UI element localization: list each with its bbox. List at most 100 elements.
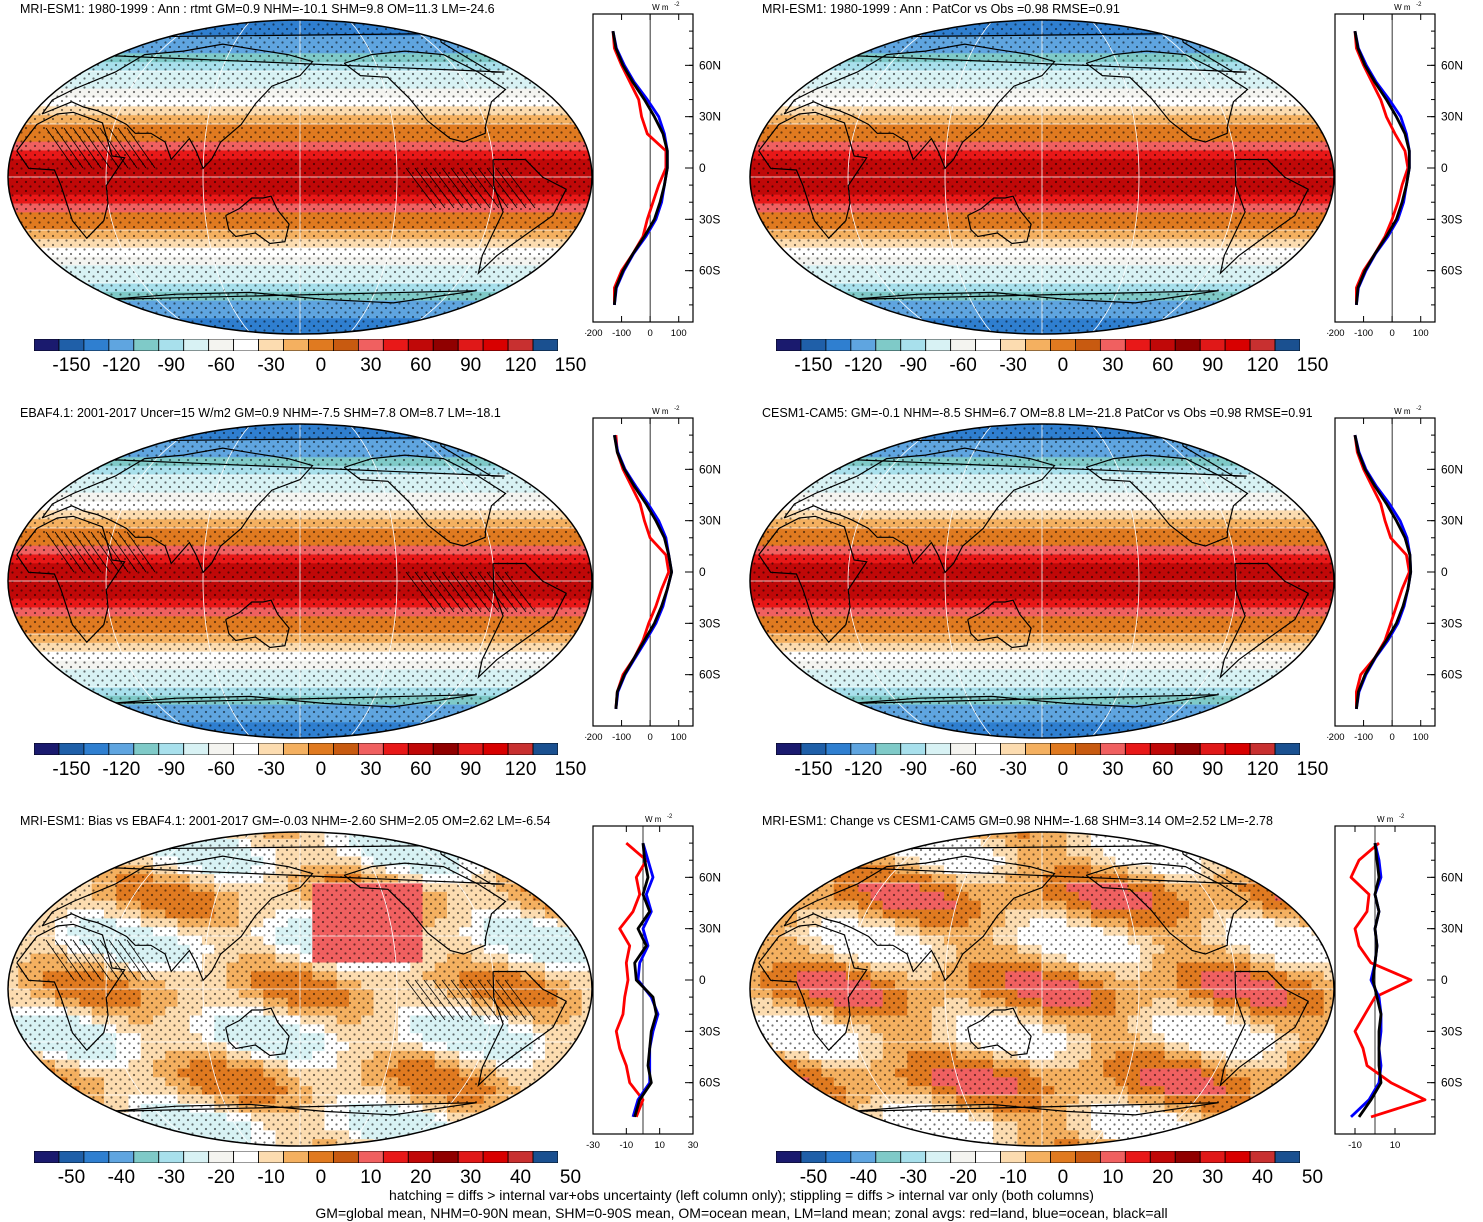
map-cell: [748, 239, 761, 248]
map-cell: [748, 310, 761, 319]
map-cell: [570, 80, 583, 89]
lat-tick-label: 30S: [699, 212, 720, 226]
map-cell: [521, 457, 534, 466]
colorbar-box: [976, 339, 1001, 351]
map-cell: [1250, 310, 1263, 319]
map-cell: [871, 18, 884, 27]
map-cell: [760, 265, 773, 274]
map-cell: [557, 62, 570, 71]
map-cell: [557, 449, 570, 458]
map-cell: [472, 27, 485, 36]
map-cell: [1263, 292, 1276, 301]
x-tick-label: -200: [1327, 328, 1345, 339]
map-cell: [785, 265, 798, 274]
colorbar-box: [433, 339, 458, 351]
map-cell: [31, 53, 44, 62]
map-cell: [18, 310, 31, 319]
map-cell: [31, 318, 44, 327]
map-cell: [43, 310, 56, 319]
zonal-frame: [593, 14, 693, 322]
map-cell: [533, 283, 546, 292]
map-cell: [165, 327, 178, 336]
map-cell: [1189, 18, 1202, 27]
map-cell: [31, 274, 44, 283]
map-cell: [398, 18, 411, 27]
map-cell: [1299, 274, 1312, 283]
map-cell: [18, 27, 31, 36]
map-cell: [43, 484, 56, 493]
map-cell: [447, 27, 460, 36]
map-cell: [570, 431, 583, 440]
map-cell: [1214, 18, 1227, 27]
map-cell: [18, 493, 31, 502]
map-cell: [809, 318, 822, 327]
map-cell: [6, 230, 19, 239]
map-cell: [104, 327, 117, 336]
map-cell: [557, 71, 570, 80]
colorbar-tick-label: -150: [52, 355, 90, 377]
map-cell: [178, 327, 191, 336]
map-cell: [533, 440, 546, 449]
map-cell: [18, 45, 31, 54]
map-cell: [190, 18, 203, 27]
map-cell: [104, 449, 117, 458]
map-cell: [31, 62, 44, 71]
map-cell: [1299, 301, 1312, 310]
map-cell: [116, 36, 129, 45]
map-cell: [80, 422, 93, 431]
map-cell: [545, 62, 558, 71]
map-cell: [1263, 301, 1276, 310]
map-cell: [67, 283, 80, 292]
map-cell: [484, 45, 497, 54]
map-cell: [435, 27, 448, 36]
map-cell: [1250, 53, 1263, 62]
map-cell: [92, 310, 105, 319]
map-cell: [1312, 18, 1325, 27]
colorbar-box: [84, 339, 109, 351]
map-cell: [570, 239, 583, 248]
map-cell: [18, 257, 31, 266]
colorbar-box: [901, 339, 926, 351]
map-cell: [6, 239, 19, 248]
map-cell: [67, 53, 80, 62]
map-cell: [760, 53, 773, 62]
map-cell: [55, 466, 68, 475]
colorbar-tick-label: 30: [360, 355, 381, 377]
map-cell: [202, 18, 215, 27]
map-cell: [116, 431, 129, 440]
map-cell: [834, 18, 847, 27]
colorbar-tick-label: 120: [1247, 355, 1279, 377]
map-cell: [760, 18, 773, 27]
map-cell: [31, 440, 44, 449]
map-cell: [570, 327, 583, 336]
map-cell: [129, 327, 142, 336]
x-tick-label: -100: [612, 328, 631, 339]
lat-tick-label: 60N: [1441, 58, 1463, 72]
map-cell: [785, 310, 798, 319]
map-cell: [31, 301, 44, 310]
map-cell: [18, 80, 31, 89]
map-cell: [846, 301, 859, 310]
map-cell: [557, 493, 570, 502]
panel-mri-esm1-1980-1999: MRI-ESM1: 1980-1999 : Ann : rtmt GM=0.9 …: [0, 0, 741, 407]
colorbar-tick-label: 60: [410, 355, 431, 377]
map-cell: [1275, 36, 1288, 45]
map-cell: [484, 449, 497, 458]
map-cell: [521, 327, 534, 336]
colorbar-tick-label: -90: [158, 355, 185, 377]
map-cell: [43, 449, 56, 458]
map-cell: [6, 652, 19, 661]
map-cell: [484, 36, 497, 45]
map-cell: [43, 318, 56, 327]
map-cell: [6, 45, 19, 54]
map-cell: [822, 301, 835, 310]
map-cell: [533, 310, 546, 319]
map-cell: [748, 89, 761, 98]
map-cell: [92, 301, 105, 310]
map-cell: [43, 27, 56, 36]
map-cell: [846, 327, 859, 336]
map-cell: [508, 318, 521, 327]
map-cell: [386, 18, 399, 27]
map-cell: [43, 292, 56, 301]
map-cell: [797, 327, 810, 336]
